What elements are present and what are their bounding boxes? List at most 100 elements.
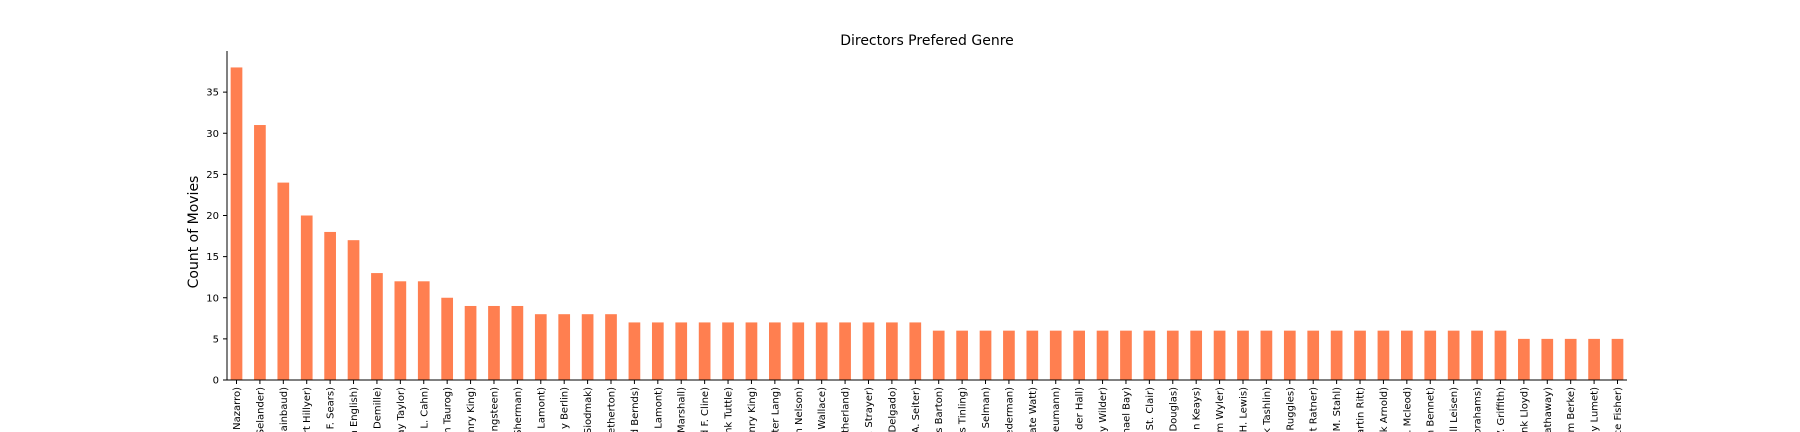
bar [1424, 330, 1437, 380]
bars-group [230, 67, 1624, 381]
x-tick-label: brahams) [1473, 387, 1484, 432]
bar [979, 330, 992, 380]
bar [1377, 330, 1390, 380]
x-tick-label: n English) [349, 387, 360, 432]
x-tick-label: A. Seiter) [911, 387, 922, 432]
x-tick-label: etherton) [607, 387, 618, 432]
x-tick-label: ay Taylor) [396, 387, 407, 432]
x-tick-label: V. Griffith) [1496, 387, 1507, 432]
x-tick-label: F. Sears) [326, 387, 337, 429]
y-tick-label: 10 [206, 293, 219, 304]
x-tick-label: y Berlin) [560, 387, 571, 429]
x-tick-label: n Nelson) [794, 387, 805, 432]
x-tick-label: n Bennet) [1426, 387, 1437, 432]
bar [1471, 330, 1483, 380]
x-tick-label: Ruggles) [1285, 387, 1296, 431]
x-tick-label: Demille) [372, 387, 383, 429]
bar [1073, 330, 1085, 380]
x-tick-label: eumann) [1051, 387, 1062, 432]
x-tick-label: athaway) [1543, 387, 1554, 432]
x-tick-label: d Bernds) [630, 387, 641, 432]
bar [1564, 338, 1577, 380]
x-tick-label: St. Clair) [1145, 387, 1156, 430]
bar [1096, 330, 1109, 380]
bar [815, 322, 828, 380]
x-tick-label: . Strayer) [864, 387, 875, 432]
x-tick-label: n Keays) [1192, 387, 1203, 430]
y-axis-label: Count of Movies [186, 176, 202, 289]
x-tick-label: Nazarro) [232, 387, 243, 430]
x-tick-label: nry King) [747, 387, 758, 432]
bar [1003, 330, 1015, 380]
bar [277, 182, 290, 380]
x-tick-label: Lamont) [536, 387, 547, 429]
y-tick-label: 35 [206, 88, 219, 99]
bar [441, 297, 454, 380]
bar [371, 273, 383, 380]
bar [862, 322, 875, 380]
y-tick-label: 30 [206, 129, 219, 140]
x-tick-label: hael Bay) [1121, 387, 1132, 432]
x-tick-label: Douglas) [1168, 387, 1179, 432]
x-tick-label: y Lumet) [1590, 387, 1601, 432]
bar [464, 305, 477, 380]
bar [254, 125, 266, 381]
x-tick-label: Delgado) [887, 387, 898, 432]
x-tick-label: Selander) [255, 387, 266, 432]
x-tick-label: Lamont) [653, 387, 664, 429]
bar [1588, 338, 1600, 380]
bar [1143, 330, 1156, 380]
bar [1354, 330, 1366, 380]
x-tick-label: nk Tuttle) [724, 387, 735, 432]
x-tick-label: m Wyler) [1215, 387, 1226, 432]
x-tick-label: nk Lloyd) [1519, 387, 1530, 432]
y-tick-label: 15 [206, 252, 219, 263]
bar [628, 322, 641, 380]
x-ticks-group: Nazarro) Selander) ainbaud) rt Hillyer) F. S… [232, 380, 1624, 432]
x-tick-label: ll Leisen) [1449, 387, 1460, 432]
x-tick-label: ainbaud) [279, 387, 290, 431]
bar [1400, 330, 1413, 380]
bar [605, 314, 617, 380]
bar [745, 322, 758, 380]
bar [347, 240, 360, 380]
bar [792, 322, 805, 380]
bar [932, 330, 945, 380]
bar [1494, 330, 1507, 380]
x-tick-label: rt Hillyer) [302, 387, 313, 432]
bar [581, 314, 594, 380]
bar [769, 322, 781, 380]
bar [417, 281, 430, 380]
bar [675, 322, 688, 380]
y-tick-label: 25 [206, 170, 219, 181]
x-tick-label: y Wilder) [1098, 387, 1109, 432]
x-tick-label: H. Lewis) [1238, 387, 1249, 432]
bar [651, 322, 664, 380]
x-tick-label: L. Cahn) [419, 387, 430, 429]
x-tick-label: Wallace) [817, 387, 828, 430]
x-tick-label: . Mcleod) [1402, 387, 1413, 432]
bar [698, 322, 711, 380]
x-tick-label: t Ratner) [1309, 387, 1320, 431]
bar [1611, 338, 1624, 380]
bar [488, 305, 500, 380]
x-tick-label: Selman) [981, 387, 992, 428]
x-tick-label: Siodmak) [583, 387, 594, 432]
x-tick-label: der Hall) [1075, 387, 1086, 430]
bar [1518, 338, 1530, 380]
bar [1213, 330, 1226, 380]
x-tick-label: k Arnold) [1379, 387, 1390, 432]
bar [558, 314, 571, 380]
bar [1166, 330, 1179, 380]
x-tick-label: Sherman) [513, 387, 524, 432]
bar [956, 330, 968, 380]
x-tick-label: ate Watt) [1028, 387, 1039, 432]
bar [909, 322, 922, 380]
x-tick-label: nry King) [466, 387, 477, 432]
bar [511, 305, 524, 380]
bar [1447, 330, 1460, 380]
bar [1049, 330, 1062, 380]
y-ticks-group: 0 5 10 15 20 25 30 35 [206, 88, 227, 387]
y-tick-label: 0 [213, 376, 219, 387]
